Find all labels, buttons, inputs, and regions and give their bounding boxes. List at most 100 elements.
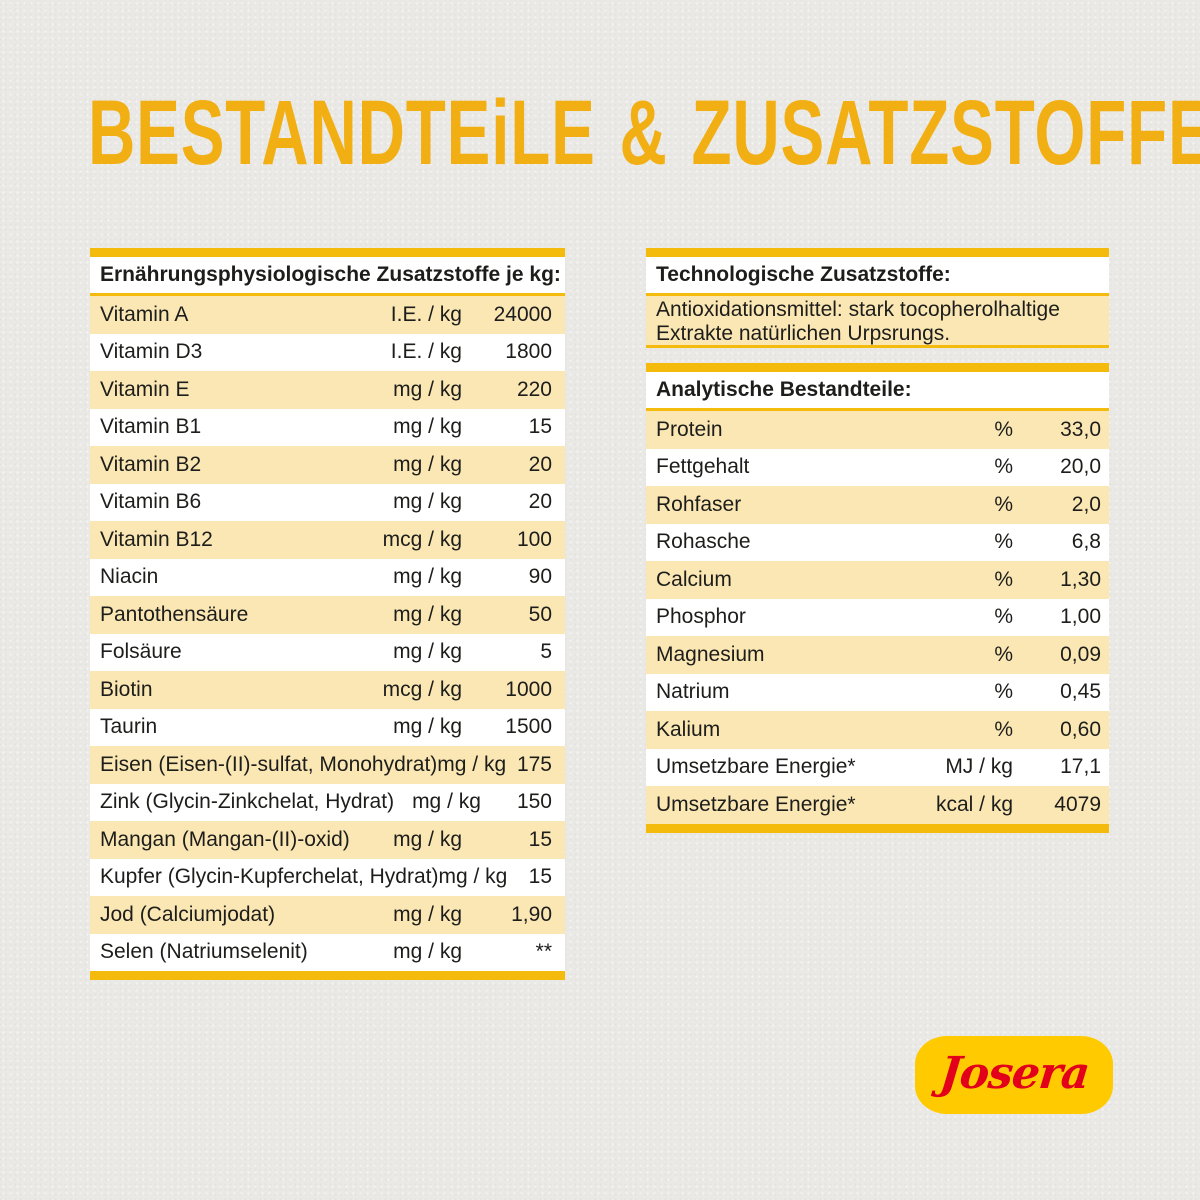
header-underline [646, 408, 1109, 411]
row-value: 17,1 [1060, 755, 1101, 779]
row-value: 220 [516, 377, 552, 401]
row-value: 90 [528, 565, 552, 589]
row-unit: % [994, 642, 1013, 666]
technological-additives-header: Technologische Zusatzstoffe: [646, 257, 1109, 293]
row-unit: mg / kg [393, 827, 462, 851]
row-unit: mg / kg [393, 715, 462, 739]
row-value: 50 [528, 602, 552, 626]
table-row: Taurin mg / kg 1500 [90, 708, 565, 746]
table-bottom-bar [646, 823, 1109, 833]
row-label: Mangan (Mangan-(II)-oxid) [100, 827, 350, 851]
header-underline [90, 293, 565, 296]
row-unit: mcg / kg [382, 527, 462, 551]
table-top-bar [646, 248, 1109, 257]
row-label: Zink (Glycin-Zinkchelat, Hydrat) [100, 790, 395, 814]
row-unit: mg / kg [393, 415, 462, 439]
analytical-constituents-header: Analytische Bestandteile: [646, 372, 1109, 408]
right-column: Technologische Zusatzstoffe: Antioxidati… [646, 248, 1109, 833]
table-row: Vitamin B6 mg / kg 20 [90, 483, 565, 521]
row-value: 15 [528, 827, 552, 851]
row-label: Kalium [656, 717, 721, 741]
table-row: Calcium% 1,30 [646, 561, 1109, 599]
row-label: Pantothensäure [100, 602, 249, 626]
row-label: Vitamin B12 [100, 527, 213, 551]
row-label: Vitamin A [100, 302, 189, 326]
nutritional-additives-header: Ernährungsphysiologische Zusatzstoffe je… [90, 257, 565, 293]
josera-logo: Josera [915, 1036, 1113, 1114]
row-label: Taurin [100, 715, 158, 739]
row-unit: mg / kg [438, 865, 508, 889]
analytical-constituents-table: Analytische Bestandteile: Protein% 33,0 Fe… [646, 363, 1109, 833]
table-row: Vitamin E mg / kg 220 [90, 371, 565, 409]
row-value: 33,0 [1060, 417, 1101, 441]
row-unit: mg / kg [393, 940, 462, 964]
row-value: 175 [516, 752, 552, 776]
row-value: 20 [528, 490, 552, 514]
table-row: Fettgehalt% 20,0 [646, 448, 1109, 486]
table-bottom-line [646, 345, 1109, 348]
row-label: Vitamin D3 [100, 340, 203, 364]
technological-additives-text: Antioxidationsmittel: stark tocopherolha… [646, 296, 1109, 345]
row-value: 4079 [1054, 792, 1101, 816]
table-row: Rohasche% 6,8 [646, 523, 1109, 561]
row-unit: mg / kg [437, 752, 507, 776]
row-label: Umsetzbare Energie* [656, 792, 856, 816]
row-label: Niacin [100, 565, 159, 589]
table-row: Selen (Natriumselenit) mg / kg ** [90, 933, 565, 971]
row-unit: % [994, 492, 1013, 516]
row-label: Umsetzbare Energie* [656, 755, 856, 779]
row-value: 2,0 [1071, 492, 1101, 516]
row-unit: mg / kg [393, 640, 462, 664]
row-value: 0,09 [1060, 642, 1101, 666]
row-unit: % [994, 605, 1013, 629]
row-unit: mg / kg [393, 902, 462, 926]
table-row: Protein% 33,0 [646, 411, 1109, 449]
row-unit: kcal / kg [935, 792, 1013, 816]
table-row: Niacin mg / kg 90 [90, 558, 565, 596]
table-row: Vitamin D3 I.E. / kg 1800 [90, 333, 565, 371]
table-row: Zink (Glycin-Zinkchelat, Hydrat) mg / kg 1… [90, 783, 565, 821]
row-unit: mg / kg [393, 377, 462, 401]
row-value: 1,00 [1060, 605, 1101, 629]
row-label: Folsäure [100, 640, 182, 664]
table-row: Umsetzbare Energie* kcal / kg 4079 [646, 786, 1109, 824]
row-value: 24000 [493, 302, 552, 326]
nutritional-additives-rows: Vitamin A I.E. / kg 24000 Vitamin D3 I.E. / … [90, 296, 565, 971]
table-row: Mangan (Mangan-(II)-oxid) mg / kg 15 [90, 821, 565, 859]
row-value: 0,45 [1060, 680, 1101, 704]
row-value: 1800 [505, 340, 552, 364]
row-value: 1000 [505, 677, 552, 701]
row-value: 150 [516, 790, 552, 814]
table-row: Umsetzbare Energie* MJ / kg 17,1 [646, 748, 1109, 786]
row-unit: % [994, 717, 1013, 741]
row-value: ** [535, 940, 552, 964]
table-row: Vitamin B2 mg / kg 20 [90, 446, 565, 484]
table-row: Vitamin B1 mg / kg 15 [90, 408, 565, 446]
row-label: Fettgehalt [656, 455, 750, 479]
row-label: Eisen (Eisen-(II)-sulfat, Monohydrat) [100, 752, 438, 776]
row-label: Selen (Natriumselenit) [100, 940, 308, 964]
table-row: Phosphor% 1,00 [646, 598, 1109, 636]
table-row: Biotin mcg / kg 1000 [90, 671, 565, 709]
row-label: Vitamin B6 [100, 490, 202, 514]
row-unit: % [994, 530, 1013, 554]
analytical-constituents-rows: Protein% 33,0 Fettgehalt% 20,0 Rohfaser% 2,0 R… [646, 411, 1109, 824]
row-label: Calcium [656, 567, 732, 591]
antioxidant-line-2: Extrakte natürlichen Urpsrungs. [656, 322, 951, 345]
row-label: Natrium [656, 680, 730, 704]
table-row: Natrium% 0,45 [646, 673, 1109, 711]
josera-logo-text: Josera [937, 1047, 1092, 1099]
row-value: 1,90 [511, 902, 552, 926]
row-label: Biotin [100, 677, 153, 701]
row-value: 1,30 [1060, 567, 1101, 591]
row-label: Magnesium [656, 642, 765, 666]
table-row: Vitamin A I.E. / kg 24000 [90, 296, 565, 334]
row-value: 5 [540, 640, 552, 664]
row-value: 15 [528, 865, 552, 889]
row-unit: MJ / kg [945, 755, 1013, 779]
nutritional-additives-table: Ernährungsphysiologische Zusatzstoffe je… [90, 248, 565, 980]
row-unit: % [994, 455, 1013, 479]
row-label: Protein [656, 417, 723, 441]
row-label: Jod (Calciumjodat) [100, 902, 276, 926]
